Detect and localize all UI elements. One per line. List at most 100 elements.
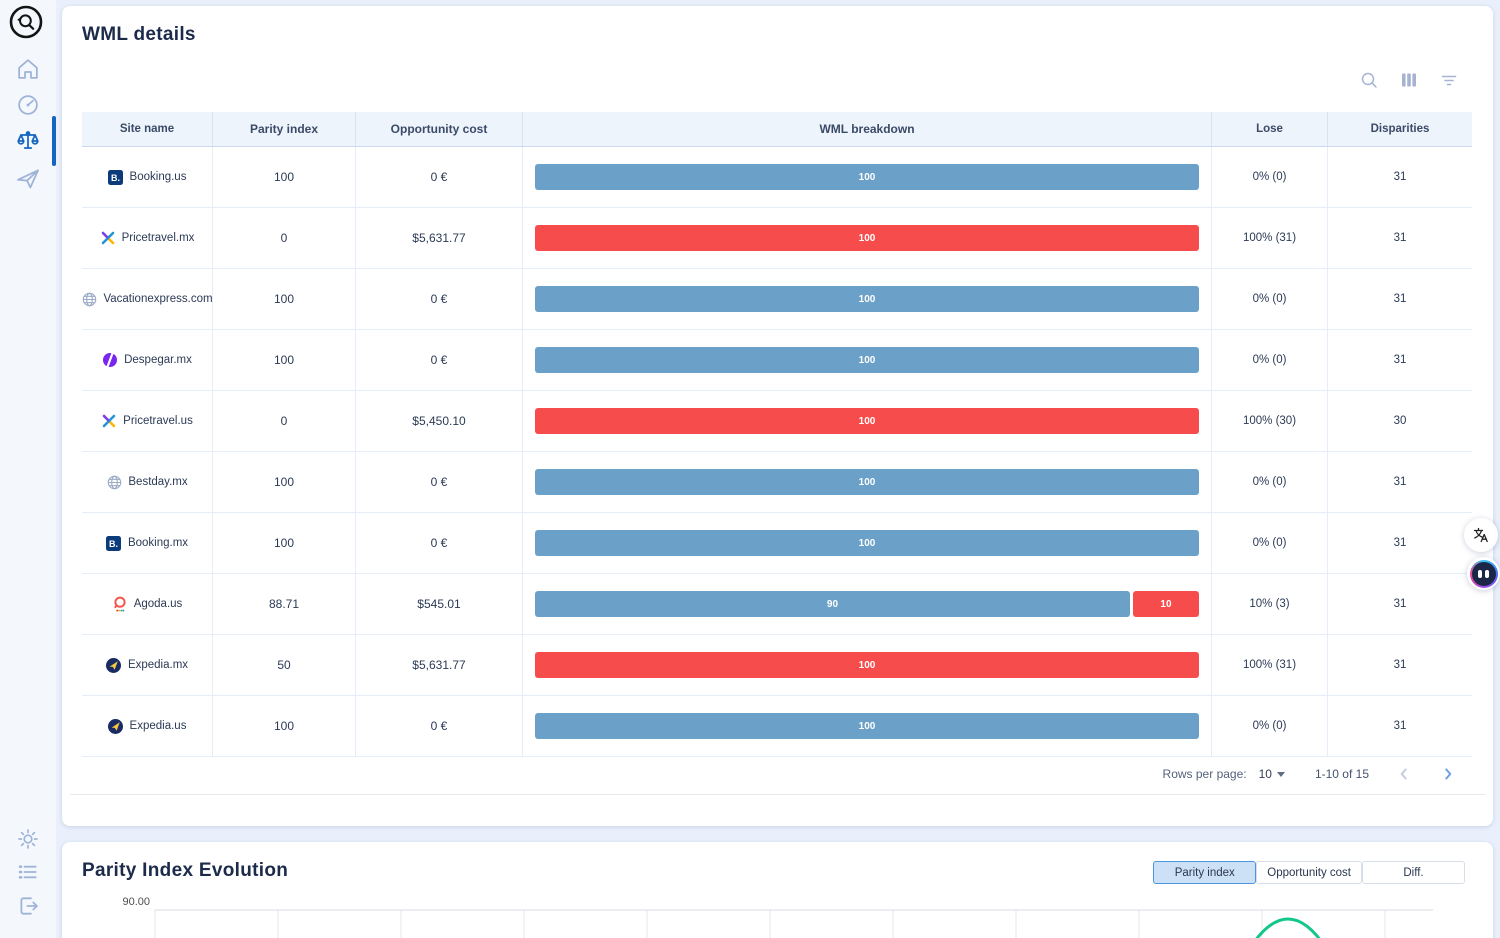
site-logo-icon bbox=[100, 230, 116, 246]
col-header-site-name[interactable]: Site name bbox=[82, 112, 213, 146]
wml-breakdown-bar: 100 bbox=[535, 713, 1199, 739]
lose-value: 0% (0) bbox=[1212, 452, 1328, 512]
assistant-button[interactable] bbox=[1467, 557, 1500, 590]
parity-scales-icon[interactable] bbox=[15, 128, 41, 154]
win-bar-segment: 100 bbox=[535, 713, 1199, 739]
lose-value: 0% (0) bbox=[1212, 330, 1328, 390]
col-header-parity-index[interactable]: Parity index bbox=[213, 112, 356, 146]
lose-value: 10% (3) bbox=[1212, 574, 1328, 634]
logout-icon[interactable] bbox=[15, 893, 41, 919]
site-logo-icon bbox=[81, 291, 97, 307]
site-logo-icon bbox=[106, 474, 122, 490]
opportunity-cost-value: 0 € bbox=[356, 696, 523, 756]
parity-index-value: 100 bbox=[213, 696, 356, 756]
y-axis-tick-label: 90.00 bbox=[100, 896, 150, 908]
loss-bar-segment: 100 bbox=[535, 225, 1199, 251]
caret-down-icon bbox=[1277, 772, 1285, 777]
col-header-wml-breakdown[interactable]: WML breakdown bbox=[523, 112, 1212, 146]
card-divider bbox=[70, 794, 1485, 795]
list-icon[interactable] bbox=[15, 859, 41, 885]
site-name: Agoda.us bbox=[134, 598, 183, 610]
table-toolbar bbox=[1359, 70, 1459, 90]
lose-value: 0% (0) bbox=[1212, 513, 1328, 573]
col-header-lose[interactable]: Lose bbox=[1212, 112, 1328, 146]
settings-gear-icon[interactable] bbox=[15, 826, 41, 852]
opportunity-cost-value: 0 € bbox=[356, 269, 523, 329]
table-row[interactable]: B. Booking.mx 100 0 € 100 0% (0) 31 bbox=[82, 513, 1472, 574]
lose-value: 0% (0) bbox=[1212, 269, 1328, 329]
table-body: B. Booking.us 100 0 € 100 0% (0) 31 Pric… bbox=[82, 147, 1472, 757]
evolution-title: Parity Index Evolution bbox=[82, 860, 288, 882]
win-bar-segment: 100 bbox=[535, 530, 1199, 556]
table-row[interactable]: Expedia.us 100 0 € 100 0% (0) 31 bbox=[82, 696, 1472, 757]
site-name: Booking.us bbox=[130, 171, 187, 183]
pagination: Rows per page: 10 1-10 of 15 bbox=[1163, 754, 1457, 794]
sidebar bbox=[0, 0, 56, 938]
disparities-value: 31 bbox=[1328, 452, 1472, 512]
disparities-value: 30 bbox=[1328, 391, 1472, 451]
wml-details-card: WML details Site bbox=[62, 6, 1493, 826]
lose-value: 100% (31) bbox=[1212, 635, 1328, 695]
table-row[interactable]: Bestday.mx 100 0 € 100 0% (0) 31 bbox=[82, 452, 1472, 513]
win-bar-segment: 100 bbox=[535, 164, 1199, 190]
parity-index-value: 0 bbox=[213, 391, 356, 451]
disparities-value: 31 bbox=[1328, 635, 1472, 695]
assistant-icon bbox=[1470, 560, 1498, 588]
site-logo-icon bbox=[101, 413, 117, 429]
translate-icon bbox=[1472, 526, 1490, 544]
table-row[interactable]: Pricetravel.mx 0 $5,631.77 100 100% (31)… bbox=[82, 208, 1472, 269]
wml-breakdown-bar: 100 bbox=[535, 286, 1199, 312]
previous-page-button[interactable] bbox=[1395, 765, 1413, 783]
chart-series-line bbox=[1250, 919, 1326, 938]
active-nav-indicator bbox=[52, 116, 56, 166]
pagination-range: 1-10 of 15 bbox=[1315, 767, 1369, 781]
flights-plane-icon[interactable] bbox=[15, 165, 41, 191]
tab-parity-index[interactable]: Parity index bbox=[1153, 861, 1256, 884]
svg-text:B.: B. bbox=[109, 539, 118, 549]
parity-index-value: 88.71 bbox=[213, 574, 356, 634]
site-name: Vacationexpress.com bbox=[103, 293, 212, 305]
parity-index-value: 100 bbox=[213, 452, 356, 512]
rows-per-page-label: Rows per page: bbox=[1163, 767, 1247, 781]
dashboard-gauge-icon[interactable] bbox=[15, 92, 41, 118]
col-header-disparities[interactable]: Disparities bbox=[1328, 112, 1472, 146]
wml-breakdown-bar: 100 bbox=[535, 530, 1199, 556]
tab-diff[interactable]: Diff. bbox=[1362, 861, 1465, 884]
rows-per-page-select[interactable]: 10 bbox=[1259, 767, 1285, 781]
search-icon[interactable] bbox=[1359, 70, 1379, 90]
opportunity-cost-value: $545.01 bbox=[356, 574, 523, 634]
site-logo-icon: B. bbox=[106, 535, 122, 551]
wml-breakdown-bar: 100 bbox=[535, 408, 1199, 434]
table-row[interactable]: Pricetravel.us 0 $5,450.10 100 100% (30)… bbox=[82, 391, 1472, 452]
disparities-value: 31 bbox=[1328, 147, 1472, 207]
opportunity-cost-value: $5,631.77 bbox=[356, 635, 523, 695]
table-row[interactable]: Despegar.mx 100 0 € 100 0% (0) 31 bbox=[82, 330, 1472, 391]
loss-bar-segment: 100 bbox=[535, 652, 1199, 678]
filter-icon[interactable] bbox=[1439, 70, 1459, 90]
site-logo-icon bbox=[102, 352, 118, 368]
evolution-tabs: Parity indexOpportunity costDiff. bbox=[1153, 861, 1465, 884]
wml-breakdown-bar: 100 bbox=[535, 652, 1199, 678]
table-row[interactable]: Agoda.us 88.71 $545.01 9010 10% (3) 31 bbox=[82, 574, 1472, 635]
app-root: WML details Site bbox=[0, 0, 1500, 938]
brand-logo-icon[interactable] bbox=[9, 5, 43, 39]
lose-value: 100% (31) bbox=[1212, 208, 1328, 268]
home-icon[interactable] bbox=[15, 56, 41, 82]
site-name: Expedia.mx bbox=[128, 659, 188, 671]
disparities-value: 31 bbox=[1328, 208, 1472, 268]
table-row[interactable]: Expedia.mx 50 $5,631.77 100 100% (31) 31 bbox=[82, 635, 1472, 696]
next-page-button[interactable] bbox=[1439, 765, 1457, 783]
table-row[interactable]: Vacationexpress.com 100 0 € 100 0% (0) 3… bbox=[82, 269, 1472, 330]
parity-index-value: 50 bbox=[213, 635, 356, 695]
disparities-value: 31 bbox=[1328, 696, 1472, 756]
wml-breakdown-bar: 100 bbox=[535, 347, 1199, 373]
table-row[interactable]: B. Booking.us 100 0 € 100 0% (0) 31 bbox=[82, 147, 1472, 208]
col-header-opportunity-cost[interactable]: Opportunity cost bbox=[356, 112, 523, 146]
lose-value: 0% (0) bbox=[1212, 147, 1328, 207]
columns-icon[interactable] bbox=[1399, 70, 1419, 90]
lose-value: 100% (30) bbox=[1212, 391, 1328, 451]
translate-button[interactable] bbox=[1464, 518, 1498, 552]
site-name: Booking.mx bbox=[128, 537, 188, 549]
tab-opportunity-cost[interactable]: Opportunity cost bbox=[1256, 861, 1362, 884]
disparities-value: 31 bbox=[1328, 269, 1472, 329]
